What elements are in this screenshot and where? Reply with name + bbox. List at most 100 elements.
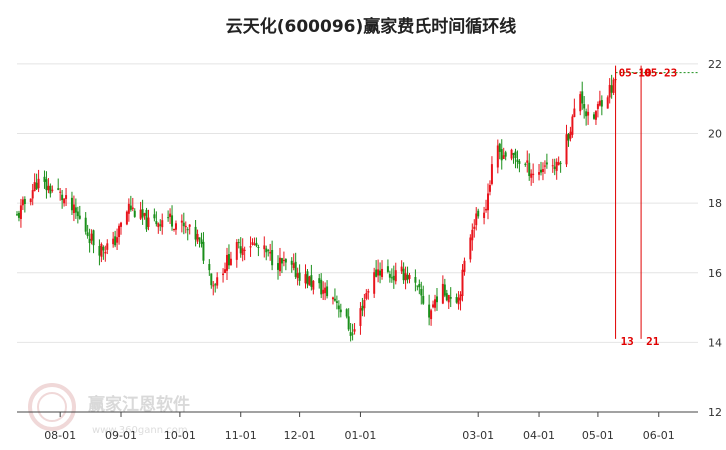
candle <box>551 158 554 173</box>
candle-body <box>337 305 340 310</box>
candle <box>120 221 123 235</box>
candle <box>116 228 119 250</box>
candle <box>443 278 446 298</box>
candle <box>139 201 142 220</box>
candle-body <box>214 284 217 286</box>
candle <box>475 207 478 231</box>
candle-body <box>35 182 38 190</box>
candle-body <box>127 203 130 214</box>
candle <box>224 262 227 274</box>
y-tick-label: 20 <box>708 128 722 141</box>
candle-body <box>524 163 527 165</box>
candle-body <box>331 297 334 300</box>
candle <box>229 251 232 266</box>
candle <box>278 247 281 277</box>
candle <box>324 282 327 301</box>
candle-body <box>539 169 542 173</box>
candle-body <box>61 194 64 201</box>
candle-body <box>157 223 160 228</box>
candle-body <box>17 212 20 218</box>
candle <box>61 189 64 209</box>
candle-body <box>120 222 123 227</box>
candle-body <box>579 94 582 112</box>
candle <box>210 273 213 289</box>
candle <box>381 260 384 280</box>
candle <box>512 152 515 164</box>
candle <box>237 238 240 249</box>
candle-body <box>243 249 246 252</box>
candle-body <box>147 217 150 227</box>
candle <box>37 169 40 193</box>
candle <box>361 297 364 317</box>
candle-body <box>139 209 142 219</box>
candle-body <box>473 226 476 229</box>
candle-body <box>347 316 350 330</box>
chart-title: 云天化(600096)赢家费氏时间循环线 <box>226 16 517 37</box>
candle-body <box>388 274 391 278</box>
candle-body <box>292 263 295 269</box>
candle-body <box>583 104 586 109</box>
candle-body <box>559 162 562 164</box>
candle-body <box>461 269 464 297</box>
candle-body <box>180 220 183 223</box>
candle <box>390 268 393 283</box>
candle <box>125 210 128 226</box>
candle <box>277 255 280 280</box>
candle-body <box>406 274 409 280</box>
candle <box>214 282 217 293</box>
watermark-text: 赢家江恩软件 <box>88 394 190 415</box>
candle <box>428 294 431 326</box>
candle <box>594 110 597 125</box>
candle <box>49 183 52 198</box>
candle-body <box>483 212 486 218</box>
candle <box>72 195 75 222</box>
candle <box>459 291 462 311</box>
candle-body <box>269 251 272 254</box>
candle <box>180 214 183 233</box>
cycle-count-label: 21 <box>646 335 660 348</box>
candle <box>174 220 177 235</box>
candle <box>114 230 117 248</box>
candle <box>241 238 244 262</box>
candle-body <box>490 164 493 184</box>
candle-body <box>518 161 521 164</box>
candle-body <box>418 283 421 288</box>
candle <box>545 153 548 169</box>
candle-body <box>608 84 611 98</box>
candle-body <box>277 263 280 270</box>
candle-body <box>430 310 433 320</box>
candle <box>159 219 162 232</box>
candle <box>186 227 189 241</box>
candle <box>298 264 301 286</box>
candle-body <box>573 108 576 117</box>
candle-body <box>282 259 285 261</box>
candle-body <box>253 243 256 245</box>
candle-body <box>257 246 260 248</box>
candle-body <box>188 224 191 227</box>
x-tick-label: 01-01 <box>344 429 376 442</box>
candle <box>84 212 87 235</box>
candle <box>318 273 321 289</box>
candle <box>569 126 572 142</box>
axes: 12 14 16 18 20 22 08-01 09-01 10-01 11-01 12-01 01-… <box>17 58 722 442</box>
candle-body <box>59 191 62 193</box>
candle <box>416 285 419 291</box>
candle <box>127 198 130 222</box>
candle <box>612 77 615 95</box>
candle <box>143 212 146 220</box>
candle <box>504 150 507 161</box>
candle <box>463 257 466 276</box>
candle <box>583 96 586 119</box>
candle <box>367 288 370 300</box>
candle <box>184 221 187 234</box>
candle-body <box>129 205 132 210</box>
candle-body <box>208 264 211 271</box>
candle <box>153 208 156 222</box>
candle <box>375 260 378 278</box>
candle-body <box>432 304 435 308</box>
candle <box>171 205 174 231</box>
x-tick-label: 03-01 <box>462 429 494 442</box>
candle-body <box>443 284 446 296</box>
candle-body <box>475 213 478 226</box>
